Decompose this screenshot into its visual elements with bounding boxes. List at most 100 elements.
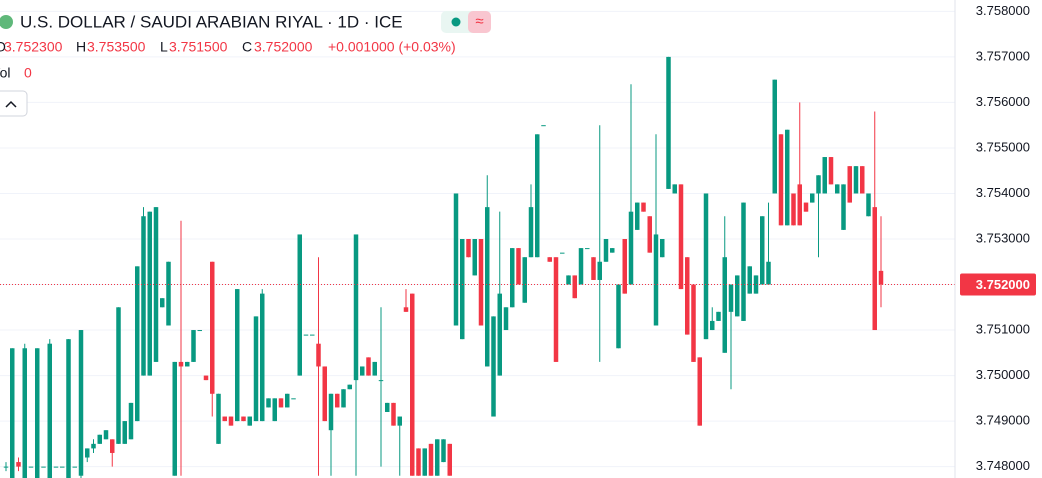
candle-body	[122, 421, 127, 444]
chart-title: U.S. DOLLAR / SAUDI ARABIAN RIYAL · 1D ·…	[20, 12, 403, 31]
open-value: 3.752300	[4, 39, 63, 55]
candle-body	[547, 257, 552, 262]
candle-body	[403, 307, 409, 312]
candle-body	[210, 261, 215, 394]
candle-body	[378, 380, 384, 382]
candle-body	[635, 202, 640, 230]
candle-body	[285, 393, 290, 408]
candle-body	[235, 289, 240, 422]
candle-body	[353, 234, 359, 381]
candle-body	[466, 239, 471, 258]
volume-label: Vol	[0, 65, 10, 81]
candle-body	[272, 398, 277, 422]
candle-body	[491, 316, 496, 417]
candle-body	[735, 275, 740, 317]
candle-body	[528, 207, 534, 258]
candle-body	[722, 257, 727, 353]
candle-body	[78, 330, 84, 476]
candle-body	[822, 157, 827, 194]
candle-body	[360, 366, 365, 376]
candle-body	[616, 284, 621, 349]
candle-body	[860, 166, 865, 194]
candle-body	[228, 416, 234, 426]
candle-body	[441, 439, 446, 463]
candle-body	[591, 257, 596, 280]
candle-body	[66, 339, 71, 478]
candle-body	[816, 175, 821, 194]
candle-body	[216, 393, 221, 444]
last-price-label: 3.752000	[976, 277, 1030, 292]
candle-body	[197, 330, 202, 332]
price-axis: 3.748000 3.749000 3.750000 3.751000 3.752000…	[954, 0, 1036, 478]
candle-body	[872, 207, 877, 331]
market-open-dot	[451, 17, 461, 27]
candle-body	[447, 443, 452, 476]
candle-body	[778, 134, 784, 226]
candle-body	[691, 284, 696, 362]
close-value: 3.752000	[254, 39, 313, 55]
candle-body	[785, 129, 790, 226]
candle-body	[241, 416, 246, 422]
candle-body	[628, 211, 634, 285]
candle-body	[135, 266, 140, 422]
low-label: L	[160, 39, 168, 55]
candle-body	[72, 466, 77, 468]
candle-body	[578, 248, 584, 285]
candle-body	[497, 293, 502, 376]
candle-body	[672, 184, 677, 194]
y-tick-label: 3.755000	[976, 139, 1030, 154]
candle-body	[697, 357, 702, 426]
candle-body	[485, 207, 490, 367]
candle-body	[41, 466, 46, 468]
candle-body	[85, 448, 90, 458]
delay-icon: ≈	[475, 13, 483, 30]
candle-body	[503, 307, 509, 331]
y-tick-label: 3.751000	[976, 321, 1030, 336]
candle-body	[185, 361, 190, 367]
candle-body	[203, 375, 209, 381]
candle-body	[291, 398, 296, 400]
candle-body	[853, 166, 859, 194]
candle-body	[622, 239, 627, 294]
close-label: C	[242, 39, 252, 55]
candle-body	[253, 316, 259, 422]
candle-body	[572, 275, 577, 299]
candle-body	[866, 193, 871, 217]
candle-body	[172, 361, 177, 476]
candle-body	[516, 248, 521, 285]
candle-body	[16, 462, 21, 467]
candle-body	[610, 248, 615, 253]
candle-body	[603, 239, 609, 262]
candle-body	[3, 466, 9, 468]
candle-body	[416, 448, 421, 476]
candle-body	[116, 307, 121, 444]
candle-body	[760, 216, 765, 285]
y-tick-label: 3.748000	[976, 458, 1030, 473]
candle-body	[810, 193, 815, 203]
delay-badge[interactable]	[468, 11, 491, 33]
candle-body	[366, 357, 371, 376]
candle-body	[878, 270, 884, 285]
candle-body	[597, 261, 602, 280]
candle-body	[535, 134, 540, 258]
candle-body	[178, 361, 184, 367]
candle-body	[372, 361, 377, 376]
candle-body	[703, 193, 709, 340]
candle-body	[553, 257, 559, 362]
candle-body	[260, 293, 265, 422]
candle-body	[328, 393, 334, 431]
candle-body	[472, 239, 477, 276]
candle-body	[322, 366, 327, 422]
y-tick-label: 3.756000	[976, 94, 1030, 109]
candle-body	[510, 248, 515, 308]
candle-body	[460, 239, 465, 340]
candle-body	[828, 157, 834, 185]
candle-body	[747, 266, 752, 294]
y-tick-label: 3.753000	[976, 230, 1030, 245]
open-label: O	[0, 39, 6, 55]
candle-body	[797, 184, 802, 226]
candle-body	[678, 184, 684, 290]
candle-body	[222, 416, 227, 422]
candle-body	[647, 216, 652, 253]
